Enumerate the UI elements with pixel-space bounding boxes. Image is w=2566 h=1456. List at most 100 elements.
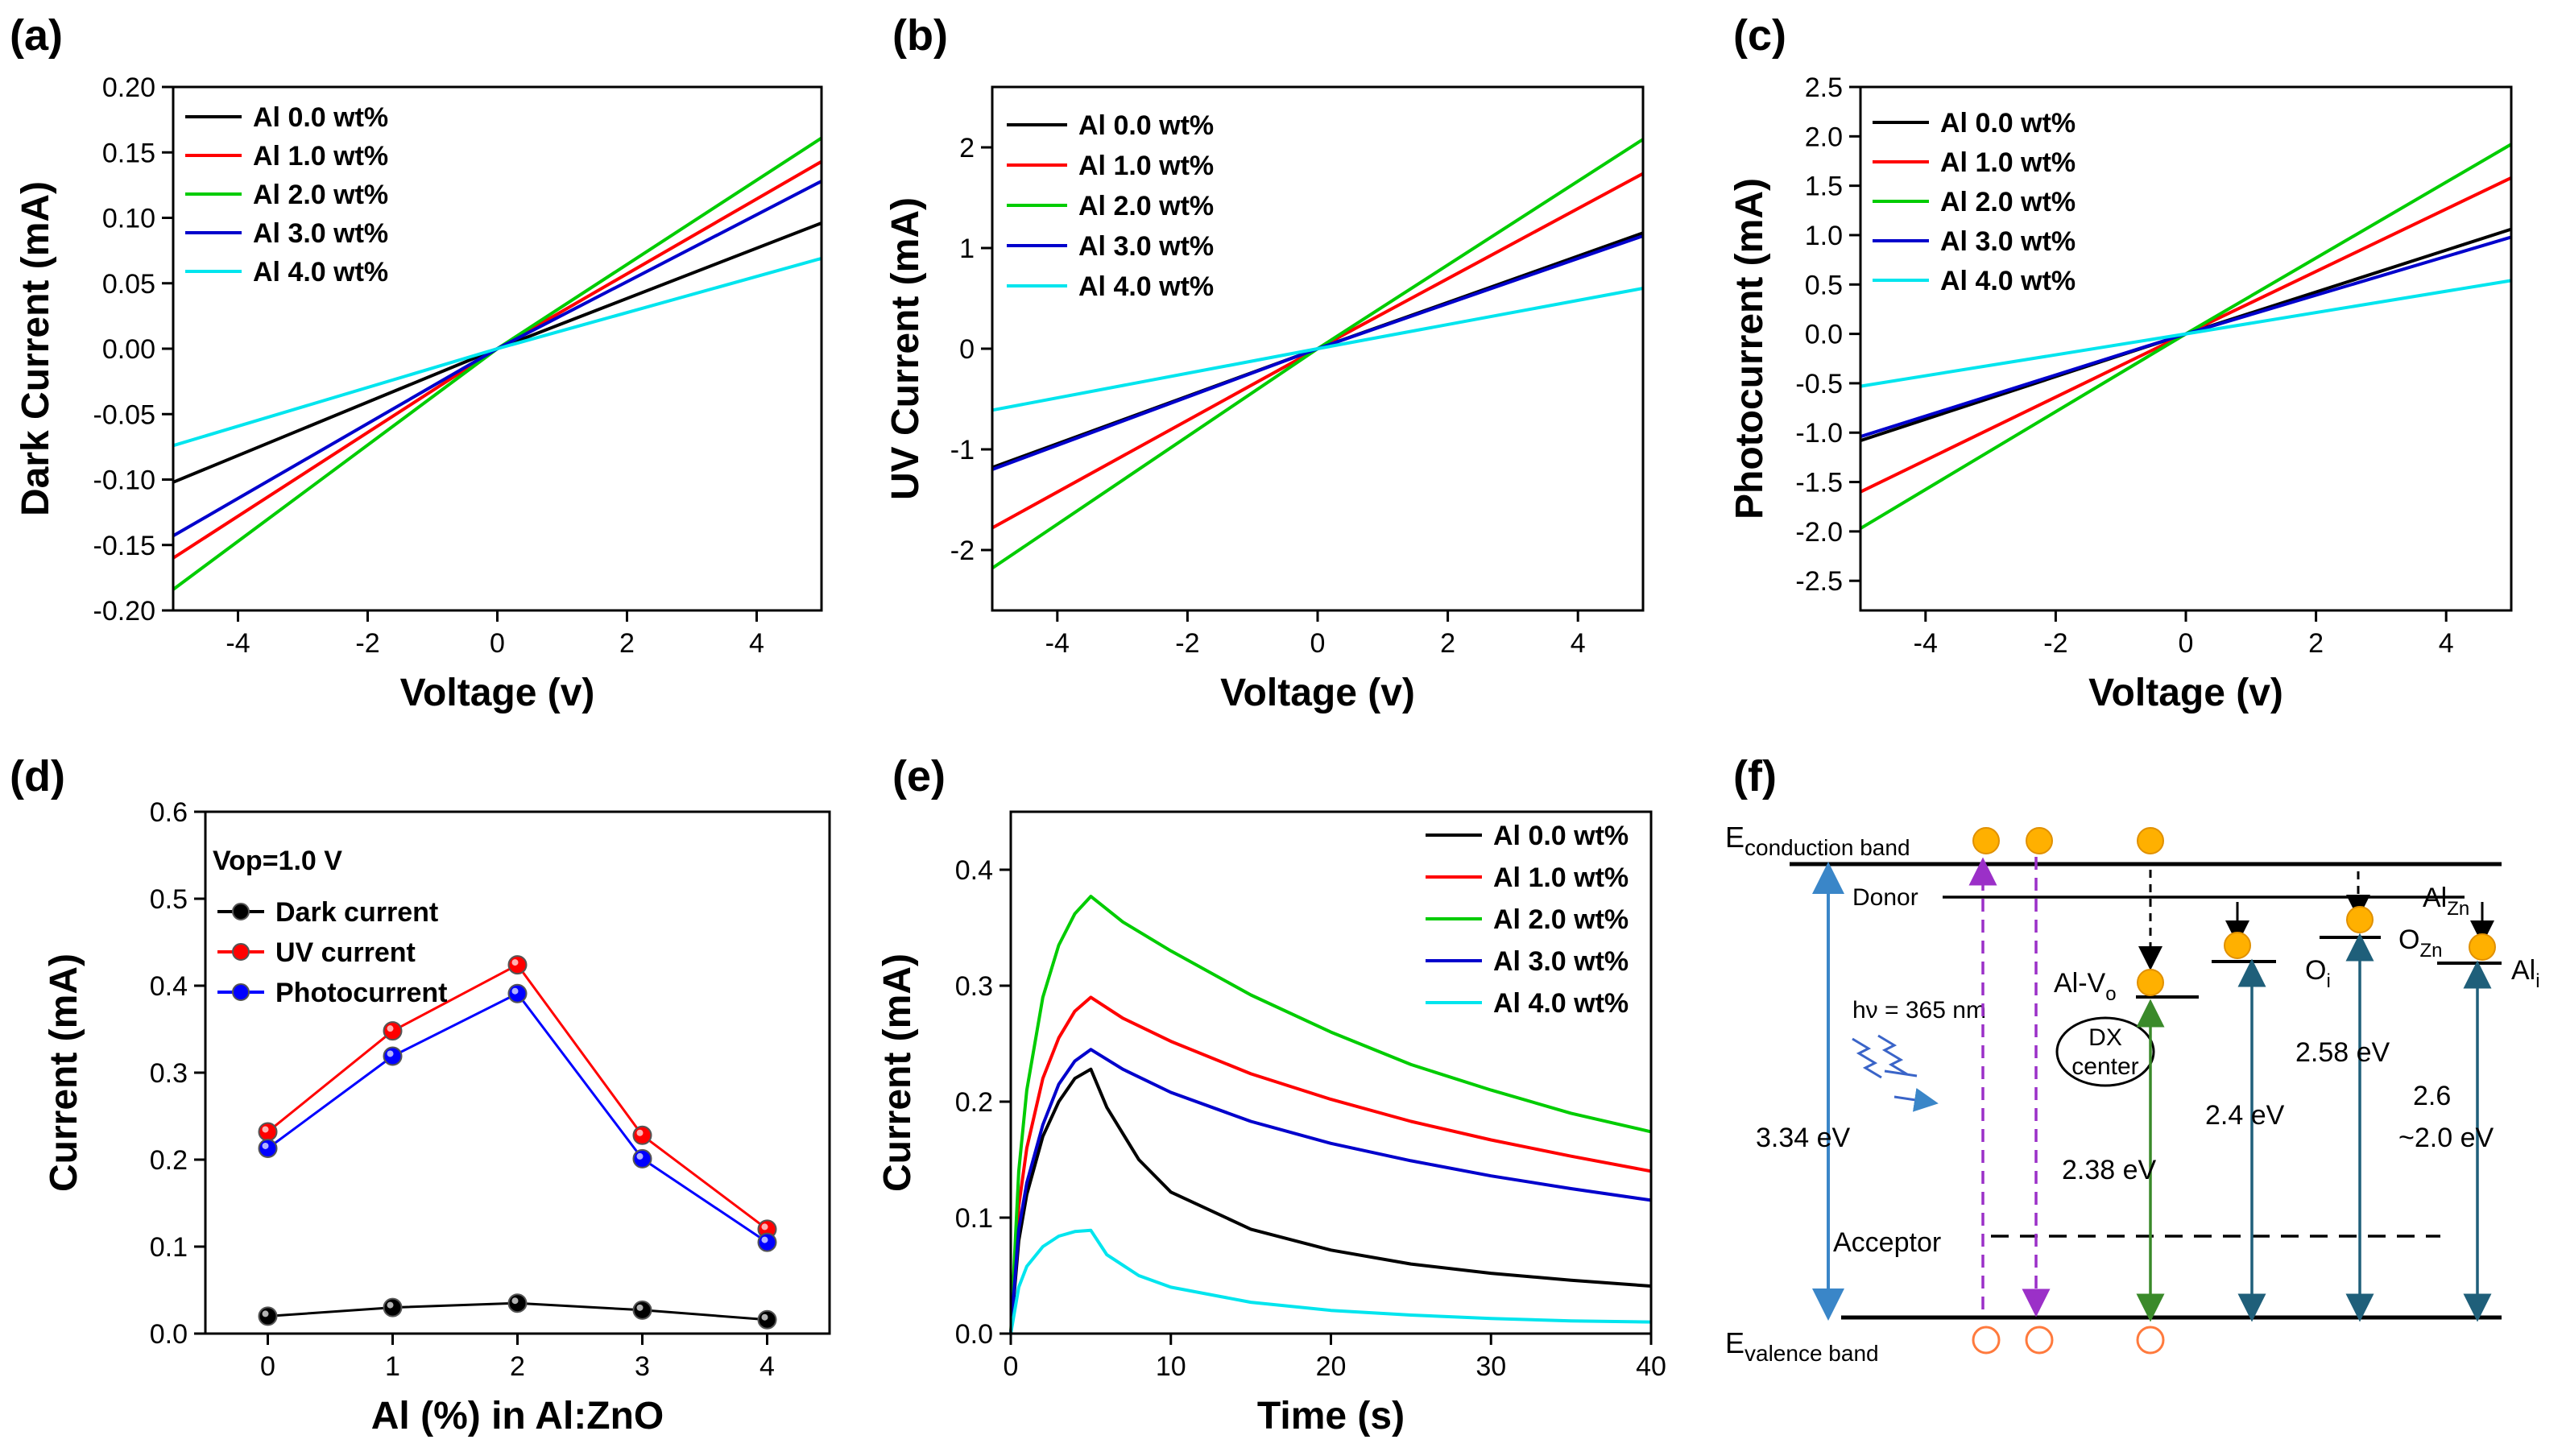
al-vo-label: Al-Vo xyxy=(2054,968,2117,1005)
band-diagram: Econduction band Evalence band Donor Acc… xyxy=(1725,821,2540,1366)
series-line-3 xyxy=(1009,1048,1652,1334)
x-tick-label: -2 xyxy=(1175,628,1199,659)
y-tick-label: 0.10 xyxy=(102,204,155,234)
y-axis-label: Current (mA) xyxy=(876,953,919,1192)
data-point xyxy=(632,1148,652,1169)
y-tick-label: 0.0 xyxy=(150,1319,188,1350)
legend-label: Al 1.0 wt% xyxy=(1493,862,1629,893)
data-point-highlight xyxy=(761,1313,768,1321)
y-tick-label: 0.05 xyxy=(102,269,155,300)
x-tick-label: 4 xyxy=(759,1351,775,1382)
data-point xyxy=(383,1021,403,1041)
data-point xyxy=(507,955,528,975)
dx-center-label-2: center xyxy=(2071,1053,2138,1080)
data-point-highlight xyxy=(387,1301,394,1309)
y-tick-label: 0.0 xyxy=(1805,320,1843,350)
x-tick-label: -2 xyxy=(355,628,379,659)
series-line-0 xyxy=(1009,1067,1652,1334)
series-line-4 xyxy=(1009,1228,1652,1334)
y-tick-label: 0.6 xyxy=(150,797,188,828)
x-tick-label: 2 xyxy=(2308,628,2324,659)
electron-icon xyxy=(2224,932,2251,959)
x-axis-label: Voltage (v) xyxy=(2088,672,2283,714)
chart-photocurrent: -4 -2 0 2 4 -2.5 -2.0 -1.5 -1.0 -0.5 0.0 0.5 1.0 1.5 2… xyxy=(1728,72,2513,714)
x-axis-label: Time (s) xyxy=(1257,1395,1405,1437)
panel-letter-b: (b) xyxy=(892,11,948,60)
x-tick-label: 0 xyxy=(1310,628,1326,659)
gap-oi-label: 2.4 eV xyxy=(2205,1100,2285,1131)
chart-current-vs-time: 0 10 20 30 40 0.0 0.1 0.2 0.3 0.4 Time (s) Current … xyxy=(876,810,1666,1437)
y-tick-label: -2.5 xyxy=(1795,566,1843,597)
data-point xyxy=(757,1232,777,1252)
y-tick-label: 1.0 xyxy=(1805,221,1843,251)
electron-icon xyxy=(1972,827,2000,854)
legend-label: Al 1.0 wt% xyxy=(253,141,388,172)
y-tick-label: -1.0 xyxy=(1795,418,1843,449)
panel-letter-e: (e) xyxy=(892,752,946,800)
legend-label: Al 4.0 wt% xyxy=(1078,271,1214,302)
series-line-2 xyxy=(267,992,768,1243)
y-tick-label: 0.0 xyxy=(955,1319,993,1350)
data-point-highlight xyxy=(511,959,519,966)
y-tick-label: 2.0 xyxy=(1805,122,1843,152)
legend-label: Al 0.0 wt% xyxy=(253,102,388,133)
y-tick-label: 0.5 xyxy=(150,884,188,915)
hole-icon xyxy=(1972,1326,2001,1355)
data-point xyxy=(383,1046,403,1066)
y-tick-label: 2 xyxy=(959,133,975,163)
legend-label: Al 0.0 wt% xyxy=(1493,821,1629,851)
y-tick-label: -0.05 xyxy=(93,399,156,430)
y-tick-label: 0.2 xyxy=(150,1145,188,1176)
y-tick-label: 0.1 xyxy=(150,1232,188,1263)
legend-label: Al 3.0 wt% xyxy=(1078,231,1214,262)
photon-wave-icon xyxy=(1852,1034,1908,1079)
conduction-band-label: Econduction band xyxy=(1725,821,1910,860)
data-point-highlight xyxy=(511,1297,519,1305)
legend-label: Al 2.0 wt% xyxy=(1493,904,1629,935)
legend-marker xyxy=(232,943,250,961)
data-point xyxy=(383,1297,403,1317)
data-point xyxy=(258,1138,278,1158)
x-tick-label: 4 xyxy=(1571,628,1586,659)
data-point xyxy=(632,1125,652,1145)
data-point xyxy=(757,1309,777,1330)
x-tick-label: -4 xyxy=(1914,628,1938,659)
gap-ali-label-1: 2.6 xyxy=(2413,1081,2451,1111)
data-point xyxy=(507,983,528,1003)
electron-icon xyxy=(2026,827,2053,854)
ozn-label: OZn xyxy=(2398,924,2442,962)
y-tick-label: -0.5 xyxy=(1795,369,1843,399)
gap-ozn-label: 2.58 eV xyxy=(2295,1037,2390,1068)
legend-label: Dark current xyxy=(275,897,438,928)
legend-label: Al 3.0 wt% xyxy=(1493,946,1629,977)
data-point-highlight xyxy=(262,1310,269,1317)
y-tick-label: 0.3 xyxy=(150,1058,188,1089)
x-tick-label: 2 xyxy=(619,628,635,659)
data-point-highlight xyxy=(636,1129,644,1136)
y-tick-label: 0.2 xyxy=(955,1087,993,1118)
x-axis-label: Voltage (v) xyxy=(400,672,595,714)
legend-label: Al 1.0 wt% xyxy=(1940,147,2076,178)
gap-dx-label: 2.38 eV xyxy=(2062,1155,2157,1185)
chart-dark-current: -4 -2 0 2 4 -0.20 -0.15 -0.10 -0.05 0.00 0.05 0.10 0… xyxy=(14,72,823,714)
band-gap-label: 3.34 eV xyxy=(1756,1123,1851,1153)
x-tick-label: -4 xyxy=(226,628,250,659)
legend-label: Al 0.0 wt% xyxy=(1078,110,1214,141)
y-tick-label: 1 xyxy=(959,234,975,264)
x-tick-label: 2 xyxy=(510,1351,525,1382)
series-line-4 xyxy=(1860,279,2512,388)
y-tick-label: 0.5 xyxy=(1805,270,1843,300)
data-point xyxy=(258,1122,278,1142)
series-line-4 xyxy=(172,256,822,448)
panel-letter-f: (f) xyxy=(1733,752,1777,800)
series-line-1 xyxy=(1009,995,1652,1334)
x-tick-label: 40 xyxy=(1636,1351,1666,1382)
y-axis-label: Current (mA) xyxy=(43,953,85,1192)
panel-letter-c: (c) xyxy=(1733,11,1786,60)
series-line-2 xyxy=(1009,895,1652,1334)
panel-letter-d: (d) xyxy=(10,752,65,800)
y-tick-label: -1 xyxy=(950,435,975,465)
legend-label: Al 4.0 wt% xyxy=(1493,988,1629,1019)
legend-label: Al 2.0 wt% xyxy=(253,180,388,210)
x-tick-label: 4 xyxy=(2439,628,2454,659)
